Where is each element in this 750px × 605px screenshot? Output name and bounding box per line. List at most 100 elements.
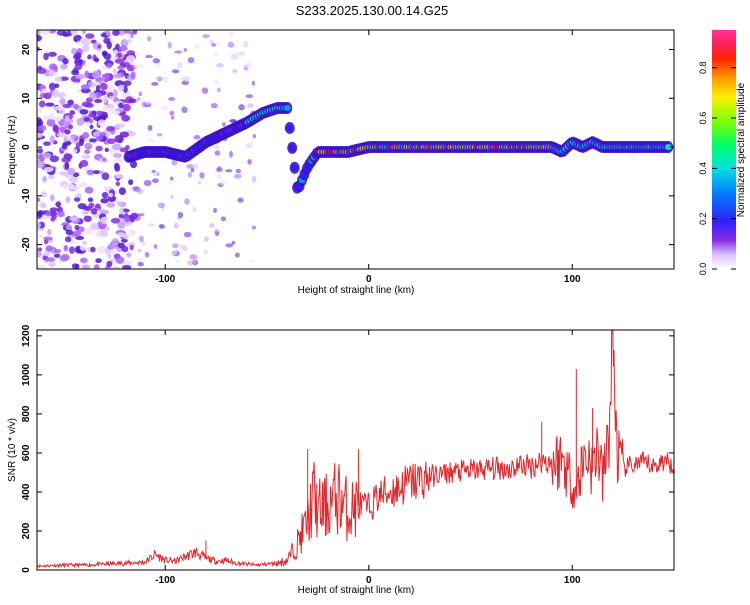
spectrogram-noise-cell [110,217,121,224]
spectrogram-noise-cell [37,30,41,35]
snr-y-tick-label: 0 [21,567,32,573]
spectrogram-noise-cell [72,148,78,153]
spectrogram-noise-cell [47,51,57,57]
spectrogram-noise-cell [138,235,144,243]
spectrogram-noise-cell [89,124,94,130]
figure-title: S233.2025.130.00.14.G25 [296,3,449,18]
spectrogram-plot-area [37,30,674,269]
spectrogram-noise-cell [97,245,106,254]
spectrogram-noise-cell [106,202,116,208]
spectrogram-noise-cell [74,52,82,60]
spectrogram-noise-cell [106,126,115,132]
spectrogram-noise-cell [117,221,126,229]
spectrogram-noise-cell [81,44,90,53]
spectrogram-noise-cell [130,160,137,169]
spectrogram-noise-cell [68,175,79,183]
spectrogram-noise-cell [251,175,257,183]
spectrogram-noise-cell [201,87,209,94]
spectrogram-noise-cell [171,69,180,74]
spectrogram-noise-cell [220,216,227,222]
spectrogram-noise-cell [49,113,55,120]
colorbar: 0.0 0.2 0.4 0.6 0.8 Normalized spectral ampl… [698,30,747,275]
spectrogram-noise-cell [75,142,81,149]
spectrogram-noise-cell [83,215,92,222]
spectrogram-noise-cell [132,214,141,221]
spectrogram-noise-cell [247,159,252,165]
spectrogram-noise-cell [117,52,122,58]
spectrogram-noise-cell [66,195,71,204]
spectrogram-x-tick-label: -100 [155,274,175,285]
spectrogram-noise-cell [118,102,124,109]
spectrogram-noise-cell [64,115,70,122]
snr-x-ticks: -100 0 100 [155,330,581,586]
spectrogram-noise-cell [204,236,209,242]
spectrogram-noise-cell [156,76,163,82]
spectrogram-noise-cell [96,110,105,117]
spectrogram-noise-cell [56,30,67,36]
spectrogram-noise-cell [99,209,109,215]
spectrogram-noise-cell [152,58,161,64]
colorbar-tick-label: 0.6 [698,112,708,125]
spectrogram-noise-cell [41,30,51,36]
spectrogram-noise-cell [117,232,126,238]
spectrogram-noise-cell [75,263,80,269]
snr-y-label: SNR (10 * v/v) [7,418,18,482]
spectrogram-noise-cell [69,215,78,222]
spectrogram-noise-cell [144,101,151,105]
spectrogram-noise-cell [46,118,56,127]
spectrogram-noise-cell [176,61,183,69]
spectrogram-noise-cell [105,84,116,93]
spectrogram-noise-cell [225,243,234,248]
spectrogram-noise-cell [170,249,178,256]
spectrogram-noise-cell [41,152,52,159]
spectrogram-noise-cell [116,201,122,206]
spectrogram-noise-cell [114,162,119,171]
spectrogram-noise-cell [49,135,55,144]
spectrogram-noise-cell [122,85,128,93]
spectrogram-noise-cell [160,156,165,163]
spectrogram-noise-cell [112,89,118,98]
spectrogram-noise-cell [62,184,70,190]
spectrogram-noise-cell [115,173,121,179]
spectrogram-noise-cell [114,110,121,116]
spectrogram-noise-cell [121,265,132,269]
spectrogram-noise-cell [189,254,198,260]
spectrogram-noise-cell [171,158,178,166]
spectrogram-noise-cell [61,157,71,163]
spectrogram-noise-cell [68,124,74,130]
spectrogram-noise-cell [193,134,201,140]
spectrogram-noise-cell [42,176,47,183]
spectrogram-noise-cell [37,247,43,252]
spectrogram-noise-cell [37,148,44,154]
spectrogram-ridge-cell [283,105,291,112]
spectrogram-noise-cell [119,131,129,138]
spectrogram-noise-cell [87,81,93,87]
spectrogram-noise-cell [187,171,192,178]
spectrogram-noise-cell [119,147,129,153]
spectrogram-noise-cell [74,225,80,231]
spectrogram-noise-cell [81,30,87,35]
spectrogram-noise-cell [53,253,61,258]
spectrogram-noise-cell [95,135,103,141]
spectrogram-x-tick-label: 0 [366,274,372,285]
spectrogram-noise-cell [90,208,98,215]
spectrogram-noise-cell [48,69,55,77]
spectrogram-noise-cell [141,101,147,108]
spectrogram-noise-cell [123,30,132,34]
spectrogram-noise-cell [82,240,88,246]
spectrogram-noise-cell [129,244,134,251]
spectrogram-noise-cell [89,91,97,100]
spectrogram-noise-cell [101,172,110,181]
spectrogram-noise-cell [167,41,172,49]
spectrogram-noise-cell [40,191,48,198]
spectrogram-ridge-cell [288,144,296,151]
snr-y-tick-label: 200 [21,522,32,539]
spectrogram-noise-cell [56,132,65,138]
spectrogram-noise-cell [84,102,94,108]
spectrogram-noise-cell [43,236,53,241]
spectrogram-noise-cell [122,260,132,267]
spectrogram-y-label: Frequency (Hz) [7,116,18,185]
spectrogram-noise-cell [37,46,40,52]
snr-y-tick-label: 400 [21,483,32,500]
